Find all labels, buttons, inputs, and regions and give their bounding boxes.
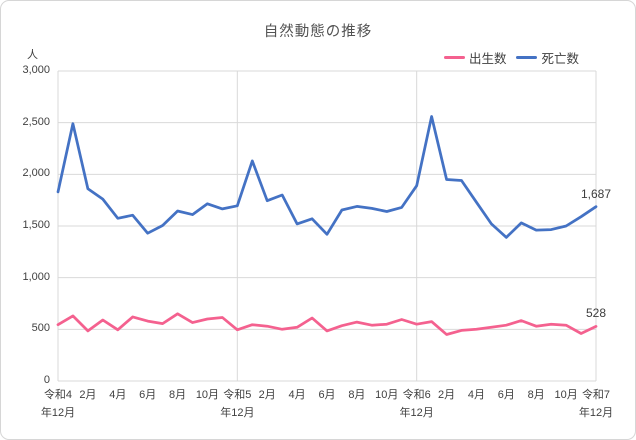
x-tick-line1: 8月 bbox=[348, 389, 366, 401]
legend: 出生数 死亡数 bbox=[443, 48, 579, 67]
x-tick-line1: 8月 bbox=[168, 389, 187, 401]
y-tick-label: 1,000 bbox=[22, 270, 50, 283]
x-tick-line2: 年12月 bbox=[40, 406, 76, 419]
x-tick-label: 4月 bbox=[257, 387, 337, 405]
x-tick-label: 令和4 年12月 bbox=[18, 387, 98, 422]
legend-item-deaths: 死亡数 bbox=[516, 48, 579, 67]
x-tick-label: 令和5 年12月 bbox=[197, 387, 277, 422]
x-tick-line1: 10月 bbox=[554, 389, 578, 401]
x-tick-label: 2月 bbox=[407, 387, 487, 405]
x-tick-line1: 令和4 bbox=[43, 389, 73, 401]
legend-label-births: 出生数 bbox=[468, 52, 507, 66]
births-line bbox=[56, 312, 598, 336]
x-tick-label: 10月 bbox=[526, 387, 606, 405]
x-tick-line1: 6月 bbox=[318, 389, 336, 401]
x-tick-line1: 2月 bbox=[79, 389, 97, 401]
x-tick-label: 令和6 年12月 bbox=[377, 387, 457, 422]
y-tick-label: 2,000 bbox=[22, 167, 50, 180]
x-tick-label: 8月 bbox=[317, 387, 397, 405]
births-line-swatch bbox=[443, 56, 465, 59]
x-tick-line1: 10月 bbox=[375, 389, 399, 401]
x-tick-line1: 令和6 bbox=[402, 389, 431, 401]
x-tick-line1: 4月 bbox=[109, 389, 127, 401]
x-tick-label: 6月 bbox=[108, 387, 188, 405]
chart-title: 自然動態の推移 bbox=[263, 24, 373, 40]
deaths-line-swatch bbox=[516, 56, 538, 59]
y-tick-label: 1,500 bbox=[22, 219, 50, 231]
x-tick-line1: 6月 bbox=[139, 389, 157, 401]
x-tick-label: 8月 bbox=[138, 387, 218, 405]
x-tick-line1: 4月 bbox=[288, 389, 306, 401]
x-tick-label: 2月 bbox=[227, 387, 307, 405]
x-tick-label: 8月 bbox=[496, 387, 576, 405]
deaths-line bbox=[56, 115, 598, 239]
legend-item-births: 出生数 bbox=[443, 48, 507, 67]
x-tick-line2: 年12月 bbox=[399, 406, 434, 419]
x-tick-line1: 4月 bbox=[467, 389, 485, 401]
y-axis-unit-label: 人 bbox=[27, 49, 38, 61]
x-tick-label: 4月 bbox=[78, 387, 158, 405]
y-tick-label: 0 bbox=[43, 374, 50, 386]
x-tick-line1: 2月 bbox=[437, 389, 456, 401]
x-tick-line2: 年12月 bbox=[578, 406, 614, 419]
x-tick-label: 2月 bbox=[48, 387, 128, 405]
x-tick-line1: 2月 bbox=[258, 389, 276, 401]
x-tick-line1: 令和7 bbox=[581, 389, 611, 401]
x-tick-line1: 8月 bbox=[527, 389, 545, 401]
data-label-deaths: 1,687 bbox=[580, 186, 612, 201]
x-tick-line1: 6月 bbox=[497, 389, 515, 401]
data-label-births: 528 bbox=[585, 306, 607, 321]
y-tick-label: 500 bbox=[31, 322, 50, 335]
legend-label-deaths: 死亡数 bbox=[541, 52, 579, 66]
y-tick-label: 3,000 bbox=[22, 64, 50, 76]
x-tick-label: 令和7 年12月 bbox=[556, 387, 635, 422]
x-tick-label: 10月 bbox=[167, 387, 247, 405]
x-tick-line1: 令和5 bbox=[223, 389, 252, 401]
x-tick-label: 6月 bbox=[287, 387, 367, 405]
x-tick-label: 4月 bbox=[436, 387, 516, 405]
x-tick-label: 10月 bbox=[347, 387, 427, 405]
x-tick-line2: 年12月 bbox=[220, 406, 255, 419]
x-tick-label: 6月 bbox=[466, 387, 546, 405]
x-tick-line1: 10月 bbox=[195, 389, 220, 401]
y-tick-label: 2,500 bbox=[22, 115, 50, 128]
